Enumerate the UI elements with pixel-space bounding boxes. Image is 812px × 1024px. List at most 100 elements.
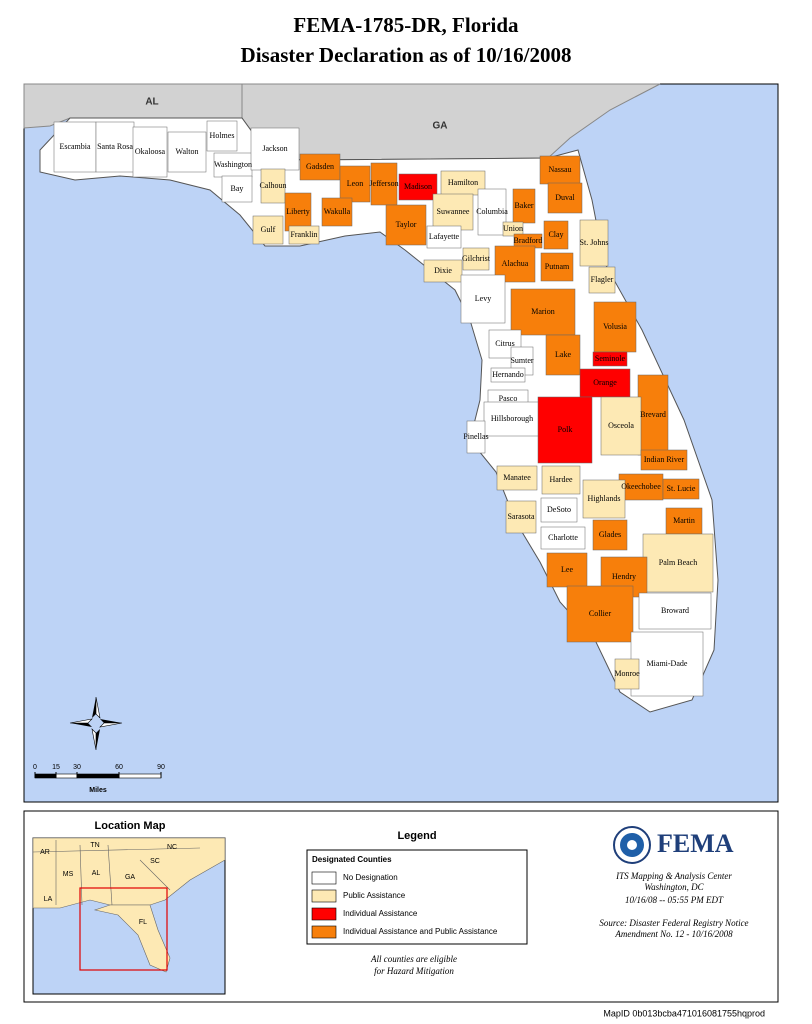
county-label: Holmes [210, 131, 235, 140]
county-label: Jackson [262, 144, 287, 153]
county-label: Putnam [545, 262, 570, 271]
county-label: Hendry [612, 572, 636, 581]
county-label: Clay [548, 230, 563, 239]
county [432, 193, 474, 231]
county-label: Polk [558, 425, 573, 434]
scale-label: 0 [33, 764, 37, 771]
county-label: Indian River [644, 455, 685, 464]
location-map [32, 837, 226, 995]
scale-bar: 0 15 30 60 90 [33, 764, 165, 779]
county [440, 170, 486, 196]
state-label: AL [145, 97, 158, 108]
credit: ITS Mapping & Analysis Center [615, 871, 732, 881]
county [630, 631, 704, 697]
state-label: FL [139, 919, 147, 926]
county-label: Collier [589, 609, 612, 618]
county-label: Citrus [495, 339, 515, 348]
county-label: Duval [555, 193, 575, 202]
county-label: Gilchrist [462, 254, 491, 263]
scale-segment [118, 773, 162, 779]
county-label: Manatee [503, 473, 531, 482]
county [537, 396, 593, 464]
state-label: GA [433, 121, 448, 132]
state-label: TN [90, 842, 99, 849]
state-label: GA [125, 874, 135, 881]
county [321, 197, 353, 227]
county-label: Osceola [608, 421, 634, 430]
scale-label: 90 [157, 764, 165, 771]
county-label: Volusia [603, 322, 627, 331]
county-label: Hamilton [448, 178, 478, 187]
county [490, 367, 526, 383]
county-label: Pinellas [463, 432, 488, 441]
legend-swatch [311, 871, 337, 885]
legend-title: Legend [397, 830, 436, 842]
county [545, 334, 581, 376]
legend-subtitle: Designated Counties [312, 855, 392, 864]
county [540, 526, 586, 550]
county [385, 204, 427, 246]
note: for Hazard Mitigation [374, 966, 454, 976]
county-label: Marion [531, 307, 555, 316]
county [502, 221, 524, 237]
county [252, 215, 284, 245]
county [566, 585, 634, 643]
county-label: Walton [176, 147, 199, 156]
legend-swatch [311, 907, 337, 921]
county-label: Broward [661, 606, 689, 615]
location-map-title: Location Map [95, 820, 166, 832]
county [167, 131, 207, 173]
legend-label: Individual Assistance [343, 909, 418, 918]
scale-segment [76, 773, 120, 779]
county [638, 592, 712, 630]
scale-segment [34, 773, 57, 779]
county [541, 465, 581, 495]
location-labels: AR TN NC MS AL GA SC LA FL [40, 842, 177, 926]
state-label: NC [167, 844, 177, 851]
compass [69, 696, 123, 751]
map-id: MapID 0b013bcba471016081755hqprod [603, 1008, 765, 1018]
county-label: Gadsden [306, 162, 334, 171]
county [588, 266, 616, 294]
county [462, 247, 490, 271]
county-label: Taylor [396, 220, 417, 229]
county [662, 478, 700, 500]
county-label: Palm Beach [659, 558, 697, 567]
county [543, 220, 569, 250]
note: All counties are eligible [370, 954, 457, 964]
county-label: Wakulla [324, 207, 351, 216]
county-label: Levy [475, 294, 491, 303]
county [288, 225, 320, 245]
county-label: Santa Rosa [97, 142, 133, 151]
dhs-seal [613, 826, 651, 864]
county [540, 497, 578, 523]
legend-box [306, 849, 528, 945]
county-label: Okaloosa [135, 147, 166, 156]
county-label: Leon [347, 179, 363, 188]
county-label: Okeechobee [621, 482, 661, 491]
county [640, 449, 688, 471]
county [95, 121, 135, 173]
county [398, 173, 438, 201]
county-label: Brevard [640, 410, 666, 419]
county-label: Hillsborough [491, 414, 533, 423]
county-label: Bay [231, 184, 244, 193]
county [546, 552, 588, 588]
county [593, 301, 637, 353]
county [494, 245, 536, 283]
county-label: Nassau [548, 165, 571, 174]
county-label: Union [503, 224, 523, 233]
county-label: Suwannee [437, 207, 470, 216]
county [540, 252, 574, 282]
county [496, 465, 538, 491]
legend-items: No Designation Public Assistance Individua… [311, 871, 498, 939]
county-label: Hardee [549, 475, 573, 484]
state-label: AR [40, 849, 50, 856]
legend-label: No Designation [343, 873, 398, 882]
legend-label: Individual Assistance and Public Assista… [343, 927, 498, 936]
county [512, 188, 536, 224]
county-label: Miami-Dade [647, 659, 688, 668]
county [547, 182, 583, 214]
